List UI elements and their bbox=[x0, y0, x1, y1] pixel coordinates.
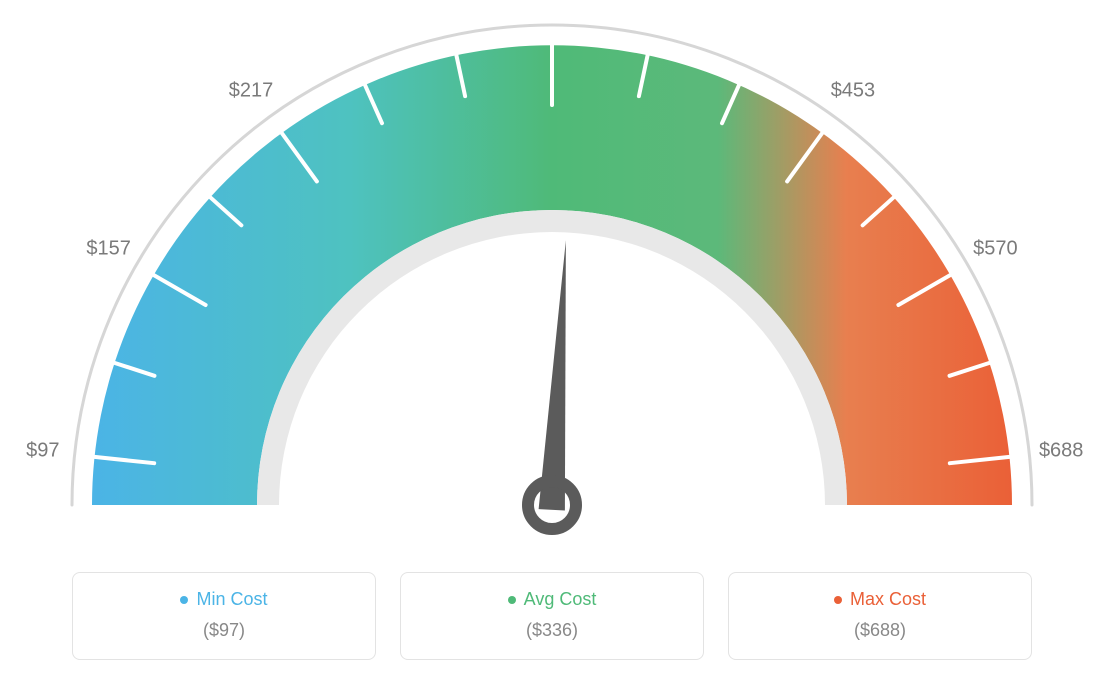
gauge-chart-container: $97 $157 $217 $336 $453 $570 $688 Min Cost ($9… bbox=[0, 0, 1104, 690]
avg-cost-card: Avg Cost ($336) bbox=[400, 572, 704, 660]
min-cost-label: Min Cost bbox=[196, 589, 267, 610]
gauge-tick-label: $453 bbox=[831, 79, 876, 102]
max-cost-label-row: Max Cost bbox=[834, 589, 926, 610]
max-cost-value: ($688) bbox=[741, 620, 1019, 641]
min-cost-label-row: Min Cost bbox=[180, 589, 267, 610]
gauge-area: $97 $157 $217 $336 $453 $570 $688 bbox=[0, 0, 1104, 555]
gauge-tick-label: $570 bbox=[973, 238, 1018, 261]
avg-cost-label: Avg Cost bbox=[524, 589, 597, 610]
gauge-tick-label: $336 bbox=[530, 0, 575, 5]
max-dot-icon bbox=[834, 596, 842, 604]
min-cost-value: ($97) bbox=[85, 620, 363, 641]
gauge-tick-label: $688 bbox=[1039, 440, 1084, 463]
max-cost-card: Max Cost ($688) bbox=[728, 572, 1032, 660]
gauge-tick-label: $97 bbox=[26, 440, 59, 463]
min-cost-card: Min Cost ($97) bbox=[72, 572, 376, 660]
gauge-tick-label: $217 bbox=[229, 79, 274, 102]
avg-cost-value: ($336) bbox=[413, 620, 691, 641]
min-dot-icon bbox=[180, 596, 188, 604]
gauge-svg bbox=[0, 0, 1104, 555]
summary-cards: Min Cost ($97) Avg Cost ($336) Max Cost … bbox=[72, 572, 1032, 660]
gauge-needle bbox=[539, 240, 566, 510]
gauge-tick-label: $157 bbox=[86, 238, 131, 261]
max-cost-label: Max Cost bbox=[850, 589, 926, 610]
avg-dot-icon bbox=[508, 596, 516, 604]
avg-cost-label-row: Avg Cost bbox=[508, 589, 597, 610]
